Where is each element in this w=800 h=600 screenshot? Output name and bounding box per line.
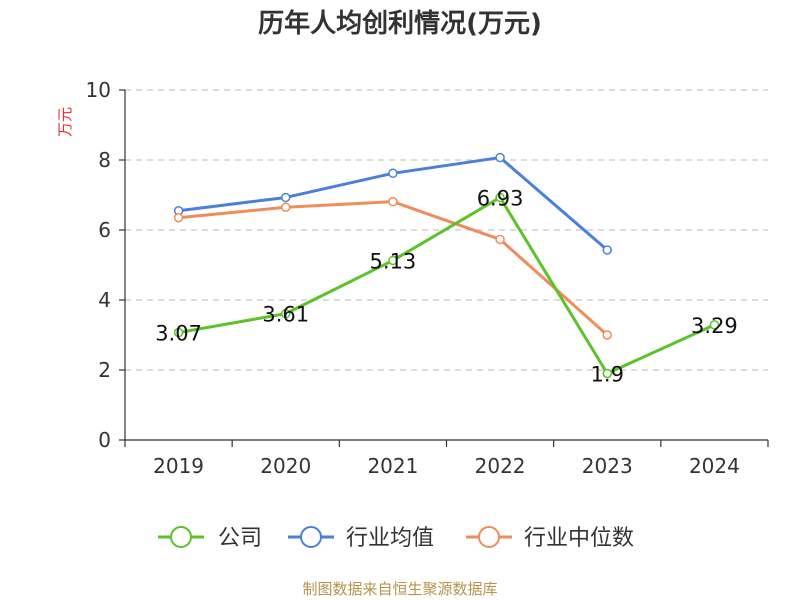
x-tick-label: 2020 (260, 454, 311, 478)
data-point (173, 213, 184, 223)
data-label: 6.93 (477, 186, 524, 210)
legend-swatch-marker (300, 526, 322, 548)
data-point (495, 234, 505, 245)
x-tick-label: 2019 (153, 454, 204, 478)
data-label: 3.29 (691, 314, 738, 338)
data-point (709, 320, 720, 330)
series-line-0 (178, 195, 716, 375)
x-tick-label: 2021 (367, 454, 418, 478)
legend-item[interactable]: 公司 (158, 526, 262, 551)
data-point (281, 192, 291, 203)
legend-item[interactable]: 行业均值 (288, 526, 434, 551)
legend-label: 行业均值 (346, 526, 434, 551)
y-tick-label: 2 (98, 358, 111, 382)
legend: 公司 行业均值 行业中位数 (158, 526, 634, 551)
data-label: 3.07 (155, 322, 202, 346)
y-tick-label: 8 (98, 148, 111, 172)
y-tick-label: 6 (98, 218, 111, 242)
data-point (281, 308, 291, 319)
x-tick-label: 2022 (475, 454, 526, 478)
data-point (388, 255, 398, 266)
data-label: 1.9 (591, 363, 624, 387)
series-layer (173, 152, 720, 379)
y-tick-label: 4 (98, 288, 111, 312)
data-point (495, 152, 505, 163)
axis-layer: 0 2 4 6 8 10 2019 2020 2021 2022 2023 2024 (86, 78, 769, 478)
y-tick-label: 0 (98, 428, 111, 452)
source-note: 制图数据来自恒生聚源数据库 (302, 580, 497, 598)
x-tick-label: 2023 (582, 454, 633, 478)
chart-title: 历年人均创利情况(万元) (258, 8, 542, 39)
legend-item[interactable]: 行业中位数 (466, 526, 634, 551)
data-point (388, 196, 398, 207)
data-point (495, 192, 505, 203)
data-point (602, 368, 612, 379)
legend-label: 公司 (218, 526, 262, 551)
data-point (602, 245, 612, 255)
y-axis-label: 万元 (56, 107, 74, 137)
data-point (602, 330, 612, 340)
legend-swatch-marker (170, 526, 192, 548)
data-point (173, 327, 184, 338)
legend-swatch-marker (478, 526, 500, 548)
legend-label: 行业中位数 (524, 526, 634, 551)
data-label: 3.61 (262, 303, 309, 327)
data-point (388, 168, 398, 179)
x-tick-label: 2024 (689, 454, 740, 478)
data-label: 5.13 (370, 249, 417, 273)
data-point (281, 202, 291, 212)
y-tick-label: 10 (86, 78, 111, 102)
data-label-layer: 3.07 3.61 5.13 6.93 1.9 3.29 (155, 186, 738, 386)
